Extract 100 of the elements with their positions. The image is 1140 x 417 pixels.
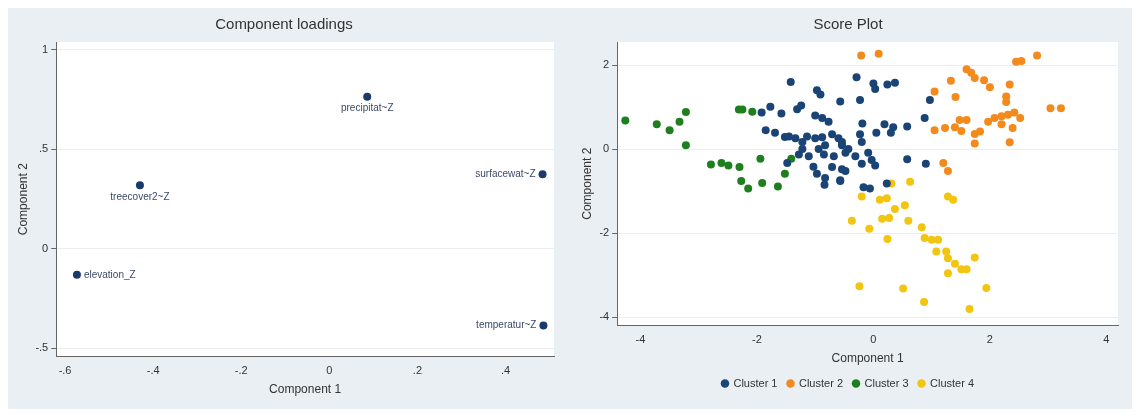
- point: [982, 284, 991, 293]
- point: [1017, 56, 1026, 65]
- point: [882, 194, 891, 203]
- point: [874, 49, 883, 58]
- x-tick-label: 2: [986, 333, 993, 346]
- annotation: treecover2~Z: [110, 191, 170, 203]
- y-axis-title: Component 2: [579, 147, 594, 220]
- point: [943, 166, 952, 175]
- point: [955, 116, 964, 125]
- point: [920, 297, 929, 306]
- point: [985, 83, 994, 92]
- point: [990, 113, 999, 122]
- x-tick-label: -.2: [234, 364, 248, 377]
- x-tick-label: -4: [635, 333, 646, 346]
- point: [970, 253, 979, 262]
- point: [962, 116, 971, 125]
- y-tick-label: 2: [603, 58, 610, 71]
- annotation: elevation_Z: [83, 268, 136, 280]
- point: [930, 87, 939, 96]
- point: [748, 107, 757, 116]
- point: [1056, 104, 1065, 113]
- point: [946, 76, 955, 85]
- point: [975, 127, 984, 136]
- legend-label: Cluster 3: [864, 376, 909, 389]
- point: [885, 213, 894, 222]
- annotation: surfacewat~Z: [475, 168, 536, 180]
- annotation: precipitat~Z: [340, 102, 394, 114]
- point: [72, 270, 81, 279]
- x-axis-title: Component 1: [269, 382, 342, 397]
- point: [724, 161, 733, 170]
- point: [943, 269, 952, 278]
- point: [758, 179, 767, 188]
- point: [965, 305, 974, 314]
- chart-title: Score Plot: [813, 15, 884, 33]
- point: [1016, 113, 1025, 122]
- point: [878, 214, 887, 223]
- point: [681, 141, 690, 150]
- point: [943, 254, 952, 263]
- x-tick-label: 0: [870, 333, 877, 346]
- point: [744, 184, 753, 193]
- point: [984, 117, 993, 126]
- x-tick-label: 0: [326, 364, 333, 377]
- annotation: temperatur~Z: [476, 319, 537, 331]
- x-tick-label: -2: [752, 333, 762, 346]
- point: [997, 120, 1006, 129]
- point: [621, 116, 630, 125]
- point: [135, 181, 144, 190]
- point: [962, 265, 971, 274]
- point: [875, 195, 884, 204]
- point: [1008, 124, 1017, 133]
- point: [980, 76, 989, 85]
- point: [735, 163, 744, 172]
- y-tick-label: 1: [42, 42, 49, 55]
- point: [857, 51, 866, 60]
- point: [756, 154, 765, 163]
- point: [780, 169, 789, 178]
- point: [970, 74, 979, 83]
- y-tick-label: 0: [42, 241, 49, 254]
- y-axis-title: Component 2: [15, 162, 30, 236]
- x-tick-label: .2: [412, 364, 423, 377]
- y-tick-label: -4: [599, 310, 610, 323]
- legend-label: Cluster 1: [733, 376, 778, 389]
- point: [917, 223, 926, 232]
- point: [1046, 104, 1055, 113]
- point: [539, 321, 548, 330]
- point: [900, 201, 909, 210]
- point: [363, 92, 372, 101]
- point: [950, 259, 959, 268]
- x-tick-label: -.4: [146, 364, 160, 377]
- point: [681, 108, 690, 117]
- y-tick-label: -2: [599, 226, 610, 239]
- point: [950, 123, 959, 132]
- point: [675, 117, 684, 126]
- point: [941, 124, 950, 133]
- point: [737, 176, 746, 185]
- point: [652, 120, 661, 129]
- point: [1002, 98, 1011, 107]
- point: [1033, 51, 1042, 60]
- point: [890, 205, 899, 214]
- point: [773, 182, 782, 191]
- point: [883, 234, 892, 243]
- chart-title: Component loadings: [215, 15, 353, 33]
- x-tick-label: 4: [1103, 333, 1110, 346]
- point: [847, 216, 856, 225]
- point: [1005, 138, 1014, 147]
- legend-label: Cluster 4: [930, 376, 975, 389]
- point: [538, 170, 547, 179]
- y-tick-label: 0: [603, 142, 610, 155]
- point: [1005, 80, 1014, 89]
- point: [930, 126, 939, 135]
- point: [939, 158, 948, 167]
- point: [904, 216, 913, 225]
- y-tick-label: -.5: [35, 341, 49, 354]
- point: [899, 284, 908, 293]
- x-axis-title: Component 1: [831, 351, 904, 366]
- point: [906, 177, 915, 186]
- point: [932, 247, 941, 256]
- point: [865, 224, 874, 233]
- point: [934, 235, 943, 244]
- y-tick-label: .5: [39, 142, 49, 155]
